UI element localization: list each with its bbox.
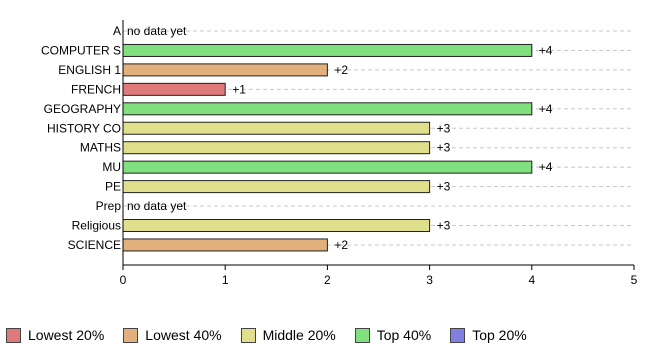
- x-tick-label: 1: [222, 273, 229, 287]
- bar: [122, 219, 431, 232]
- data-label: +3: [437, 180, 451, 194]
- legend-label: Top 20%: [472, 327, 527, 343]
- legend-label: Top 40%: [376, 327, 432, 343]
- legend: Lowest 20% Lowest 40% Middle 20% Top 40%…: [6, 327, 546, 343]
- bar-chart: A COMPUTER S ENGLISH 1 FRENCH GEOGRAPHY HISTO…: [41, 20, 638, 287]
- data-label: +4: [539, 43, 553, 57]
- legend-swatch: [123, 327, 139, 343]
- bar: [122, 180, 431, 194]
- legend-swatch: [240, 327, 256, 343]
- x-tick-label: 4: [528, 273, 535, 287]
- legend-item-lowest-40: Lowest 40%: [123, 327, 222, 343]
- bar: [122, 82, 226, 96]
- x-tick-label: 0: [120, 273, 127, 287]
- category-label: HISTORY CO: [47, 121, 121, 135]
- legend-label: Lowest 20%: [28, 327, 105, 343]
- category-label: MU: [102, 160, 121, 174]
- bars: [122, 43, 533, 252]
- data-labels: no data yet +4 +2 +1 +4 +3 +3 +4 +3 no data yet +3…: [127, 24, 553, 252]
- data-label: +3: [437, 219, 451, 233]
- data-label: +4: [539, 160, 553, 174]
- category-label: A: [113, 24, 121, 38]
- category-label: Religious: [72, 219, 121, 233]
- category-label: PE: [105, 180, 121, 194]
- legend-swatch: [6, 327, 21, 343]
- category-labels: A COMPUTER S ENGLISH 1 FRENCH GEOGRAPHY HISTO…: [41, 24, 121, 252]
- legend-item-lowest-20: Lowest 20%: [6, 327, 104, 343]
- bar: [122, 102, 533, 116]
- legend-item-middle-20: Middle 20%: [240, 327, 336, 343]
- category-label: SCIENCE: [68, 238, 121, 252]
- data-label: +4: [539, 102, 553, 116]
- legend-swatch: [354, 327, 370, 343]
- bar: [122, 238, 328, 252]
- category-label: FRENCH: [71, 82, 121, 96]
- legend-item-top-40: Top 40%: [354, 327, 432, 343]
- x-axis: 0 1 2 3 4 5: [120, 20, 638, 287]
- category-label: ENGLISH 1: [58, 63, 121, 77]
- x-tick-label: 3: [426, 273, 433, 287]
- legend-label: Middle 20%: [262, 327, 336, 343]
- bar: [122, 63, 328, 77]
- bar: [122, 121, 431, 135]
- category-label: Prep: [96, 199, 122, 213]
- data-label: +2: [334, 63, 348, 77]
- bar: [122, 160, 533, 174]
- legend-swatch: [450, 327, 466, 343]
- data-label: +3: [437, 121, 451, 135]
- category-label: MATHS: [80, 141, 121, 155]
- legend-label: Lowest 40%: [145, 327, 222, 343]
- data-label: +3: [437, 141, 451, 155]
- category-label: COMPUTER S: [41, 43, 121, 57]
- data-label: +2: [334, 238, 348, 252]
- data-label: no data yet: [127, 199, 187, 213]
- bar: [122, 43, 533, 57]
- legend-item-top-20: Top 20%: [450, 327, 527, 343]
- category-label: GEOGRAPHY: [44, 102, 121, 116]
- data-label: no data yet: [127, 24, 187, 38]
- x-tick-label: 2: [324, 273, 331, 287]
- grid-lines: [123, 30, 634, 246]
- bar: [122, 141, 431, 155]
- data-label: +1: [232, 82, 246, 96]
- x-tick-label: 5: [631, 273, 638, 287]
